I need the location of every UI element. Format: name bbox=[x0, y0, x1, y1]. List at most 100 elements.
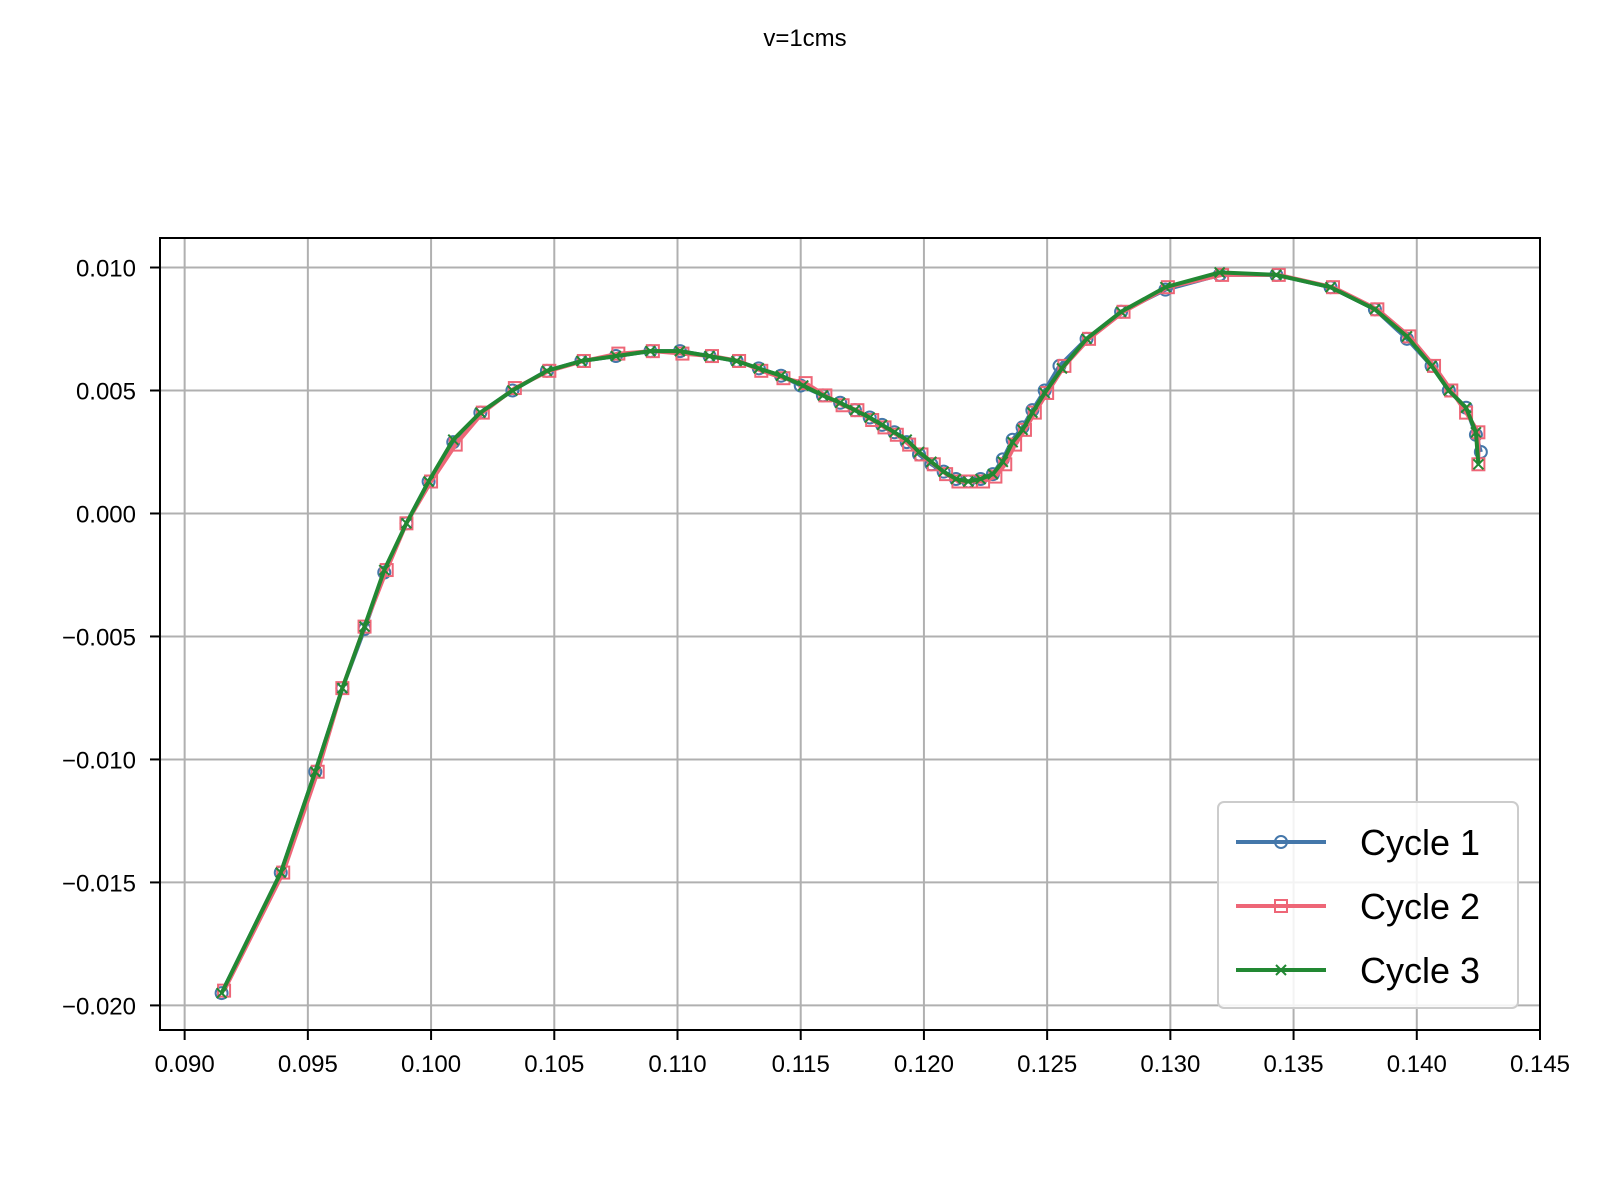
data-point bbox=[674, 345, 686, 357]
data-point bbox=[1470, 426, 1482, 439]
x-marker-stroke bbox=[474, 406, 487, 419]
x-marker-stroke bbox=[1401, 330, 1413, 343]
data-point bbox=[875, 417, 890, 432]
data-point bbox=[950, 473, 962, 485]
chart-title: v=1cms bbox=[763, 25, 846, 52]
data-point bbox=[215, 987, 228, 999]
data-point bbox=[275, 866, 287, 879]
data-point bbox=[1006, 436, 1019, 448]
y-tick-label: −0.010 bbox=[62, 747, 136, 774]
y-axis: 0.010 0.005 0.000 −0.005 −0.010 −0.015 −0.020 bbox=[62, 256, 160, 1020]
data-point bbox=[1270, 269, 1283, 281]
x-marker-stroke bbox=[674, 345, 686, 357]
data-point bbox=[1116, 304, 1131, 319]
x-tick-label: 0.130 bbox=[1140, 1051, 1200, 1078]
data-point bbox=[575, 355, 588, 367]
x-marker-stroke bbox=[974, 473, 987, 485]
data-point bbox=[336, 682, 349, 694]
x-tick-label: 0.135 bbox=[1264, 1051, 1324, 1078]
x-marker-stroke bbox=[215, 987, 228, 999]
x-marker-stroke bbox=[422, 475, 435, 488]
data-point bbox=[817, 389, 829, 402]
x-marker-stroke bbox=[962, 475, 974, 488]
data-point bbox=[505, 383, 520, 398]
legend-label: Cycle 2 bbox=[1360, 886, 1480, 927]
x-marker-stroke bbox=[1038, 387, 1051, 399]
data-point bbox=[422, 475, 435, 488]
x-tick-label: 0.120 bbox=[894, 1051, 954, 1078]
x-tick-label: 0.100 bbox=[401, 1051, 461, 1078]
x-marker-stroke bbox=[987, 468, 999, 480]
data-point bbox=[399, 516, 414, 531]
data-point bbox=[1082, 331, 1097, 346]
plot-frame bbox=[159, 237, 1541, 1031]
x-marker-stroke bbox=[1369, 303, 1381, 316]
data-point bbox=[849, 404, 861, 416]
data-point bbox=[1324, 281, 1337, 293]
legend-box bbox=[1217, 801, 1519, 1009]
data-point bbox=[214, 986, 229, 1001]
x-marker-stroke bbox=[1460, 402, 1472, 414]
x-marker-stroke bbox=[900, 433, 913, 446]
x-marker-stroke bbox=[447, 433, 459, 446]
x-tick-label: 0.115 bbox=[772, 1051, 830, 1078]
data-point bbox=[936, 464, 951, 479]
x-marker-stroke bbox=[541, 365, 553, 377]
x-marker-stroke bbox=[925, 456, 938, 468]
data-point bbox=[1460, 402, 1472, 414]
data-point bbox=[1443, 384, 1455, 397]
legend-label: Cycle 3 bbox=[1360, 950, 1480, 991]
x-axis: 0.090 0.095 0.100 0.105 0.110 0.115 0.120 0.125… bbox=[155, 1030, 1570, 1078]
x-marker-stroke bbox=[849, 404, 861, 416]
data-point bbox=[797, 379, 809, 392]
data-point bbox=[862, 410, 877, 425]
data-point bbox=[1425, 360, 1438, 372]
x-marker-stroke bbox=[913, 446, 925, 458]
data-point bbox=[997, 456, 1009, 468]
plot-area bbox=[214, 266, 1488, 1001]
x-marker-stroke bbox=[1324, 281, 1337, 293]
x-marker-stroke bbox=[378, 564, 390, 576]
data-point bbox=[834, 397, 846, 409]
data-point bbox=[400, 517, 413, 530]
x-marker-stroke bbox=[834, 397, 846, 409]
y-tick-label: 0.000 bbox=[76, 501, 136, 528]
legend-marker bbox=[1275, 964, 1287, 976]
data-point bbox=[1115, 306, 1127, 318]
x-marker-stroke bbox=[1425, 360, 1438, 372]
data-point bbox=[887, 425, 902, 440]
x-marker-stroke bbox=[1115, 306, 1127, 318]
data-point bbox=[1080, 333, 1093, 345]
x-tick-label: 0.105 bbox=[524, 1051, 584, 1078]
legend-marker bbox=[1274, 835, 1288, 849]
data-point bbox=[876, 419, 888, 431]
data-point bbox=[506, 384, 519, 397]
grid bbox=[160, 238, 1540, 1030]
x-marker-stroke bbox=[1026, 406, 1039, 419]
data-point bbox=[1159, 281, 1172, 293]
data-point bbox=[475, 405, 490, 420]
x-tick-label: 0.095 bbox=[278, 1051, 338, 1078]
data-point bbox=[1471, 425, 1486, 440]
x-marker-stroke bbox=[1080, 333, 1093, 345]
x-marker-stroke bbox=[1472, 458, 1485, 470]
data-point bbox=[378, 564, 390, 576]
x-marker-stroke bbox=[1443, 384, 1455, 397]
x-marker-stroke bbox=[888, 426, 901, 439]
data-point bbox=[864, 411, 876, 424]
data-point bbox=[1056, 362, 1068, 375]
x-marker-stroke bbox=[997, 456, 1009, 468]
legend: Cycle 1 Cycle 2 Cycle 3 bbox=[1217, 801, 1519, 1009]
x-marker-stroke bbox=[730, 355, 743, 367]
x-marker-stroke bbox=[1006, 436, 1019, 448]
x-tick-label: 0.140 bbox=[1387, 1051, 1447, 1078]
x-marker-stroke bbox=[309, 766, 321, 778]
x-marker-stroke bbox=[937, 465, 950, 478]
data-point bbox=[447, 433, 459, 446]
y-tick-label: −0.005 bbox=[62, 624, 136, 651]
legend-label: Cycle 1 bbox=[1360, 822, 1480, 863]
data-point bbox=[962, 475, 974, 488]
data-point bbox=[1016, 424, 1029, 436]
x-marker-stroke bbox=[575, 355, 588, 367]
